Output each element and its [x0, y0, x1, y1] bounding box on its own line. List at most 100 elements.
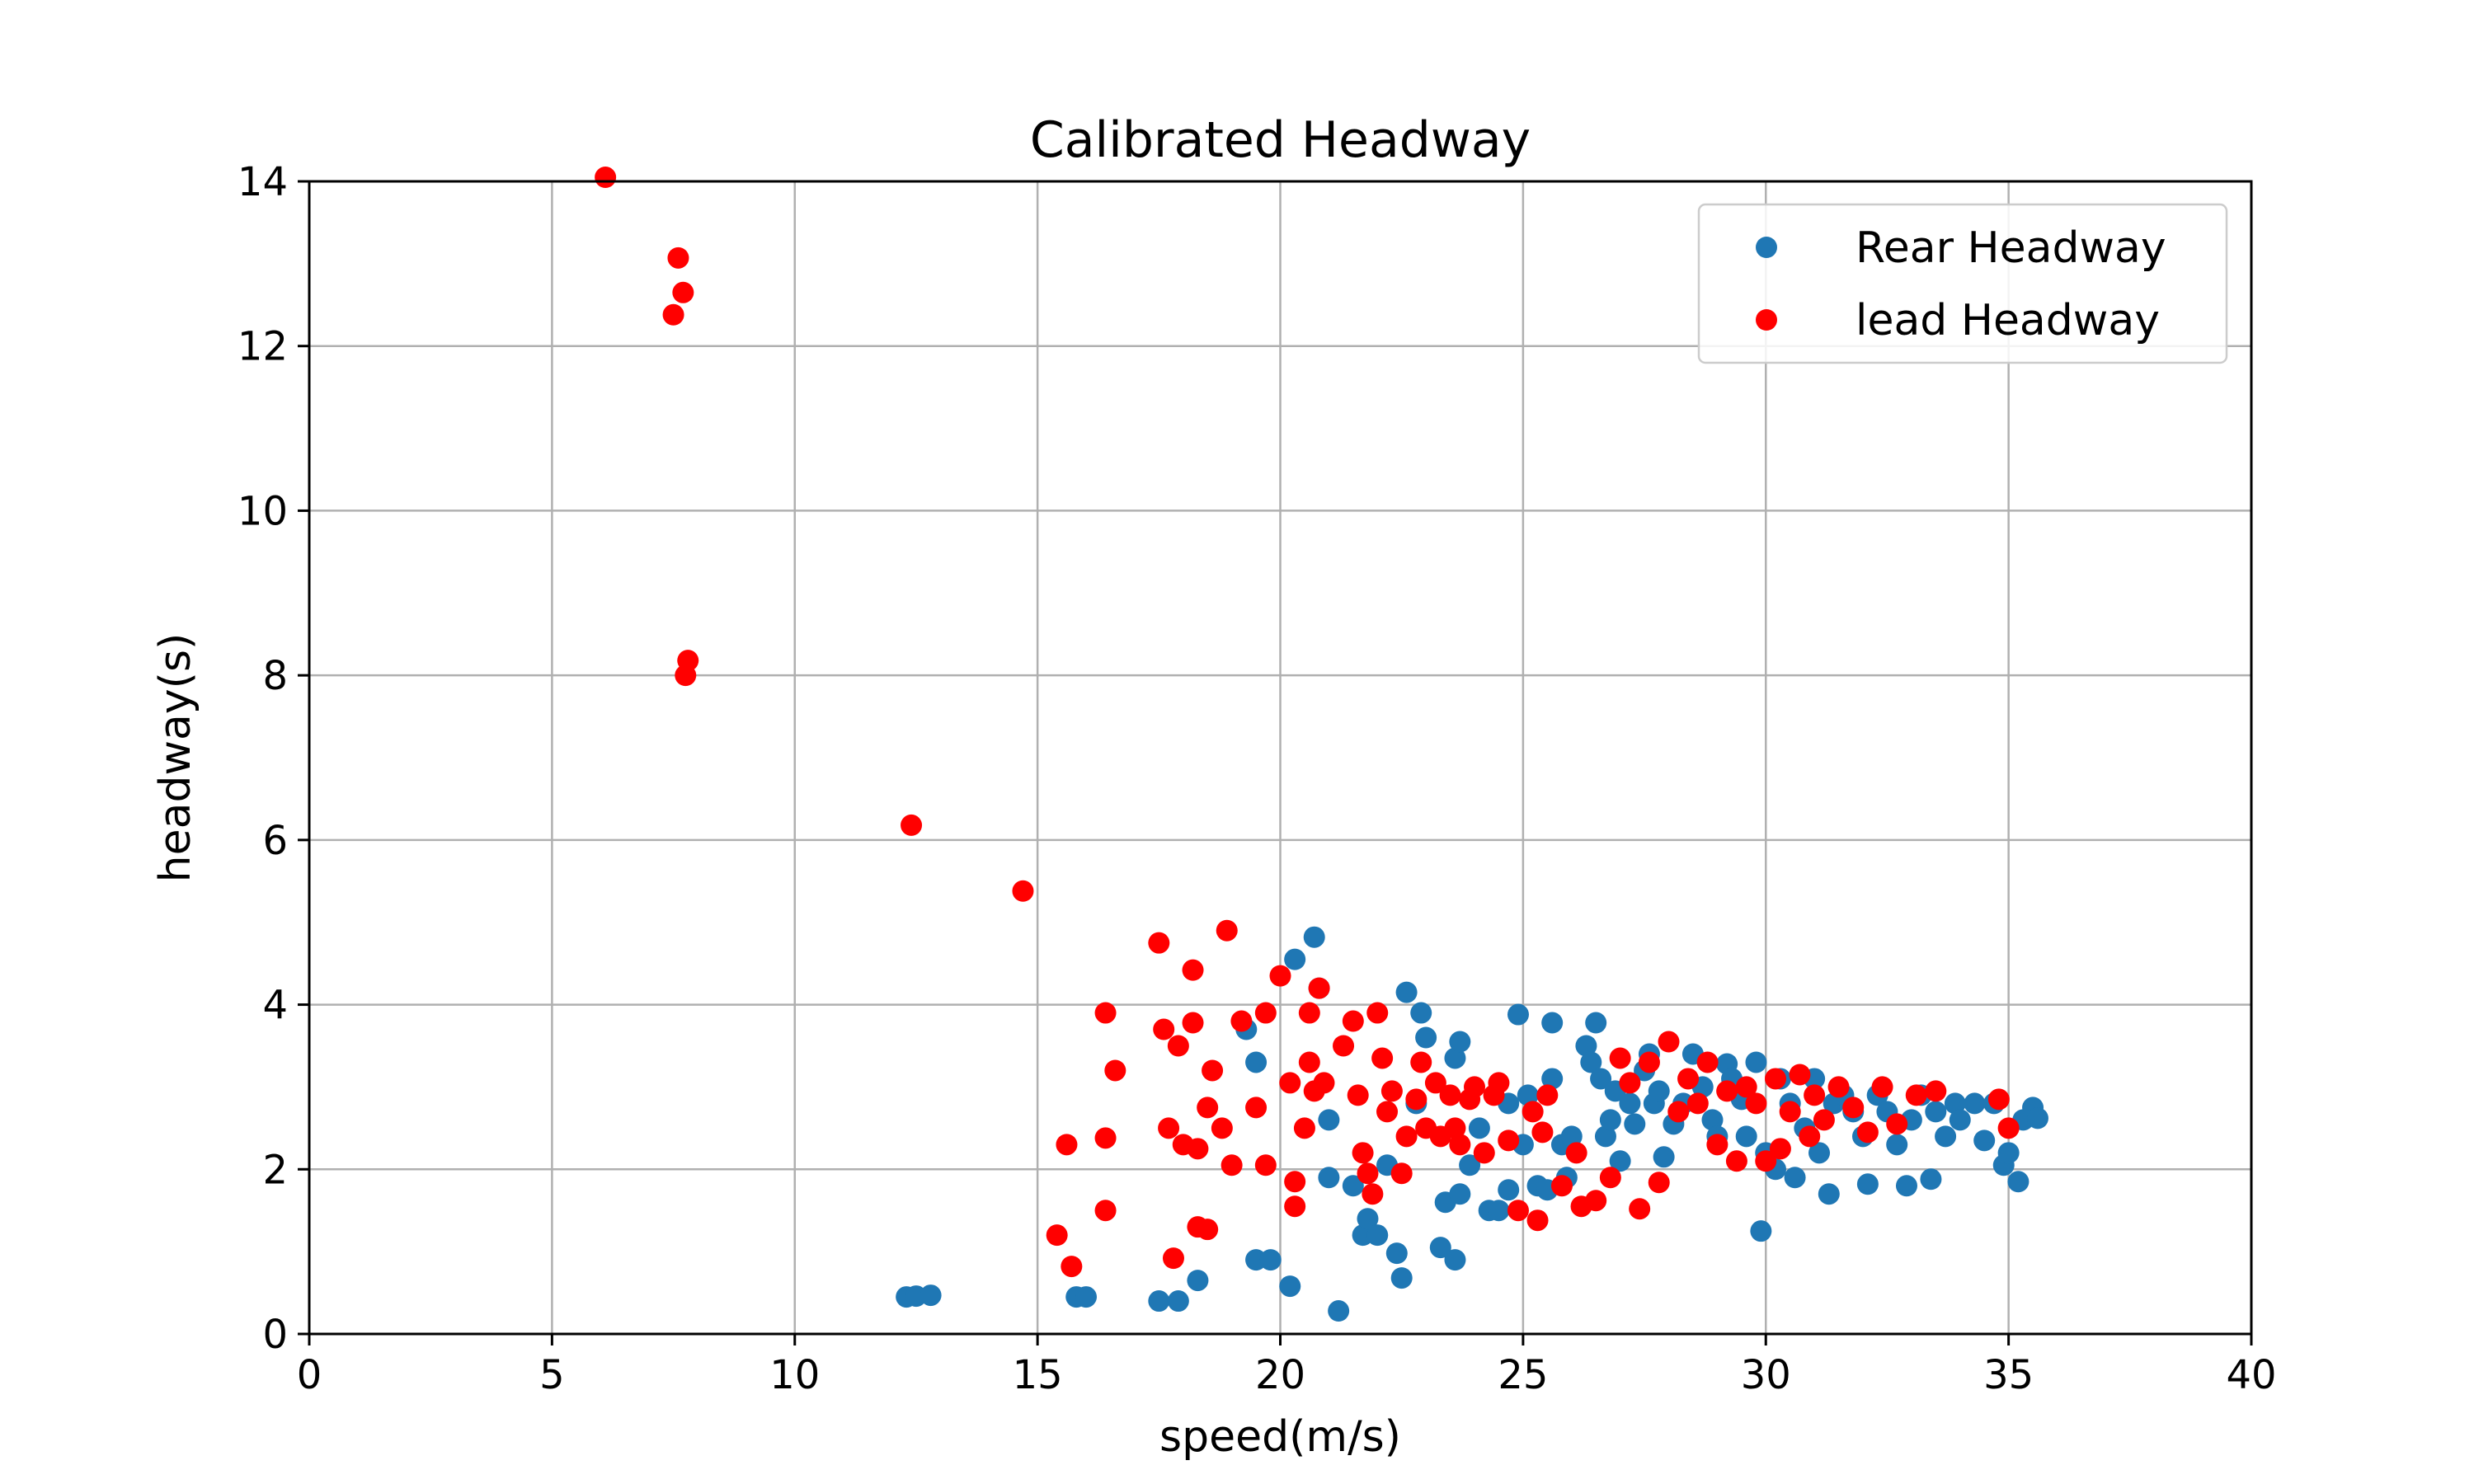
- lead-headway-point: [1254, 1002, 1277, 1024]
- lead-headway-point: [1094, 1002, 1117, 1024]
- lead-headway-point: [1755, 1150, 1777, 1172]
- lead-headway-point: [1745, 1092, 1767, 1115]
- lead-headway-point: [1769, 1138, 1791, 1160]
- y-tick-label: 2: [262, 1147, 288, 1193]
- lead-headway-point: [1197, 1097, 1219, 1119]
- rear-headway-point: [1303, 926, 1325, 948]
- lead-headway-point: [1531, 1121, 1554, 1144]
- x-tick-label: 35: [1983, 1352, 2034, 1398]
- rear-headway-point: [1415, 1026, 1437, 1049]
- lead-headway-point: [1488, 1072, 1510, 1094]
- lead-headway-point: [1526, 1209, 1549, 1232]
- lead-headway-point: [1012, 880, 1034, 902]
- lead-headway-point: [1211, 1117, 1233, 1139]
- rear-headway-point: [1517, 1084, 1539, 1106]
- lead-headway-point: [1658, 1031, 1680, 1053]
- lead-headway-point: [1799, 1125, 1821, 1148]
- lead-headway-point: [1410, 1051, 1432, 1073]
- rear-headway-point: [1342, 1175, 1364, 1197]
- lead-headway-point: [1609, 1047, 1631, 1069]
- rear-headway-point: [1624, 1113, 1646, 1135]
- lead-headway-point: [1061, 1256, 1083, 1278]
- lead-headway-point: [1449, 1134, 1471, 1156]
- lead-headway-point: [1507, 1200, 1529, 1222]
- rear-headway-point: [1560, 1125, 1583, 1148]
- lead-headway-point: [1167, 1035, 1189, 1057]
- lead-headway-point: [1629, 1198, 1651, 1220]
- rear-headway-point: [1609, 1150, 1631, 1172]
- rear-headway-point: [1590, 1068, 1612, 1090]
- rear-headway-point: [1944, 1092, 1966, 1115]
- rear-headway-point: [1167, 1290, 1189, 1313]
- rear-headway-point: [1594, 1125, 1616, 1148]
- lead-headway-point: [1390, 1162, 1413, 1185]
- lead-headway-point: [1424, 1072, 1446, 1094]
- lead-headway-point: [1279, 1072, 1301, 1094]
- rear-headway-point: [1619, 1092, 1641, 1115]
- lead-headway-point: [1308, 977, 1330, 999]
- y-tick-label: 6: [262, 818, 288, 864]
- lead-headway-point: [1473, 1142, 1495, 1164]
- lead-headway-point: [1987, 1088, 2010, 1111]
- lead-headway-point: [1686, 1092, 1709, 1115]
- lead-headway-point: [1677, 1068, 1700, 1090]
- rear-headway-point: [1599, 1109, 1621, 1131]
- lead-headway-point: [1725, 1150, 1747, 1172]
- lead-headway-point: [1245, 1097, 1268, 1119]
- rear-headway-point: [1541, 1012, 1564, 1034]
- lead-headway-point: [662, 303, 684, 326]
- rear-headway-point: [1459, 1154, 1481, 1176]
- lead-headway-point: [1498, 1129, 1520, 1152]
- lead-headway-point: [1380, 1080, 1403, 1102]
- x-tick-label: 10: [769, 1352, 820, 1398]
- lead-headway-point: [1619, 1072, 1641, 1094]
- lead-headway-point: [1216, 919, 1238, 942]
- x-axis-label: speed(m/s): [1159, 1412, 1401, 1462]
- rear-headway-point: [1886, 1134, 1908, 1156]
- lead-headway-point: [1357, 1162, 1379, 1185]
- rear-headway-point: [1935, 1125, 1957, 1148]
- lead-headway-point: [1464, 1076, 1485, 1098]
- rear-headway-point: [2007, 1171, 2030, 1193]
- lead-headway-point: [1094, 1127, 1117, 1149]
- rear-headway-point: [1245, 1051, 1268, 1073]
- legend-marker: [1756, 309, 1777, 331]
- rear-headway-point: [1541, 1068, 1564, 1090]
- rear-headway-point: [1279, 1275, 1301, 1298]
- lead-headway-point: [1182, 959, 1204, 981]
- lead-headway-point: [1599, 1167, 1621, 1189]
- lead-headway-point: [1522, 1101, 1544, 1123]
- rear-headway-point: [1997, 1142, 2020, 1164]
- lead-headway-point: [1789, 1064, 1811, 1086]
- lead-headway-point: [1371, 1047, 1394, 1069]
- legend-marker: [1756, 237, 1777, 258]
- legend-label: lead Headway: [1856, 296, 2160, 345]
- rear-headway-point: [1444, 1249, 1466, 1271]
- y-tick-label: 0: [262, 1312, 288, 1358]
- rear-headway-point: [920, 1284, 942, 1307]
- rear-headway-point: [1284, 948, 1306, 970]
- rear-headway-point: [1784, 1167, 1806, 1189]
- lead-headway-point: [1638, 1051, 1660, 1073]
- lead-headway-point: [1187, 1138, 1209, 1160]
- rear-headway-point: [1328, 1300, 1350, 1322]
- lead-headway-point: [1565, 1142, 1587, 1164]
- rear-headway-point: [1750, 1220, 1772, 1242]
- rear-headway-point: [1701, 1109, 1724, 1131]
- rear-headway-point: [1818, 1183, 1840, 1205]
- lead-headway-point: [1735, 1076, 1757, 1098]
- lead-headway-point: [1585, 1190, 1607, 1212]
- data-points: [595, 167, 2048, 1322]
- lead-headway-point: [1094, 1200, 1117, 1222]
- lead-headway-point: [1376, 1101, 1399, 1123]
- lead-headway-point: [1162, 1247, 1184, 1270]
- rear-headway-point: [1410, 1002, 1432, 1024]
- lead-headway-point: [1871, 1076, 1893, 1098]
- lead-headway-point: [1269, 965, 1291, 987]
- rear-headway-point: [1444, 1047, 1466, 1069]
- lead-headway-point: [1158, 1117, 1180, 1139]
- lead-headway-point: [1886, 1113, 1908, 1135]
- rear-headway-point: [1075, 1286, 1097, 1308]
- lead-headway-point: [1366, 1002, 1389, 1024]
- rear-headway-point: [1653, 1146, 1675, 1168]
